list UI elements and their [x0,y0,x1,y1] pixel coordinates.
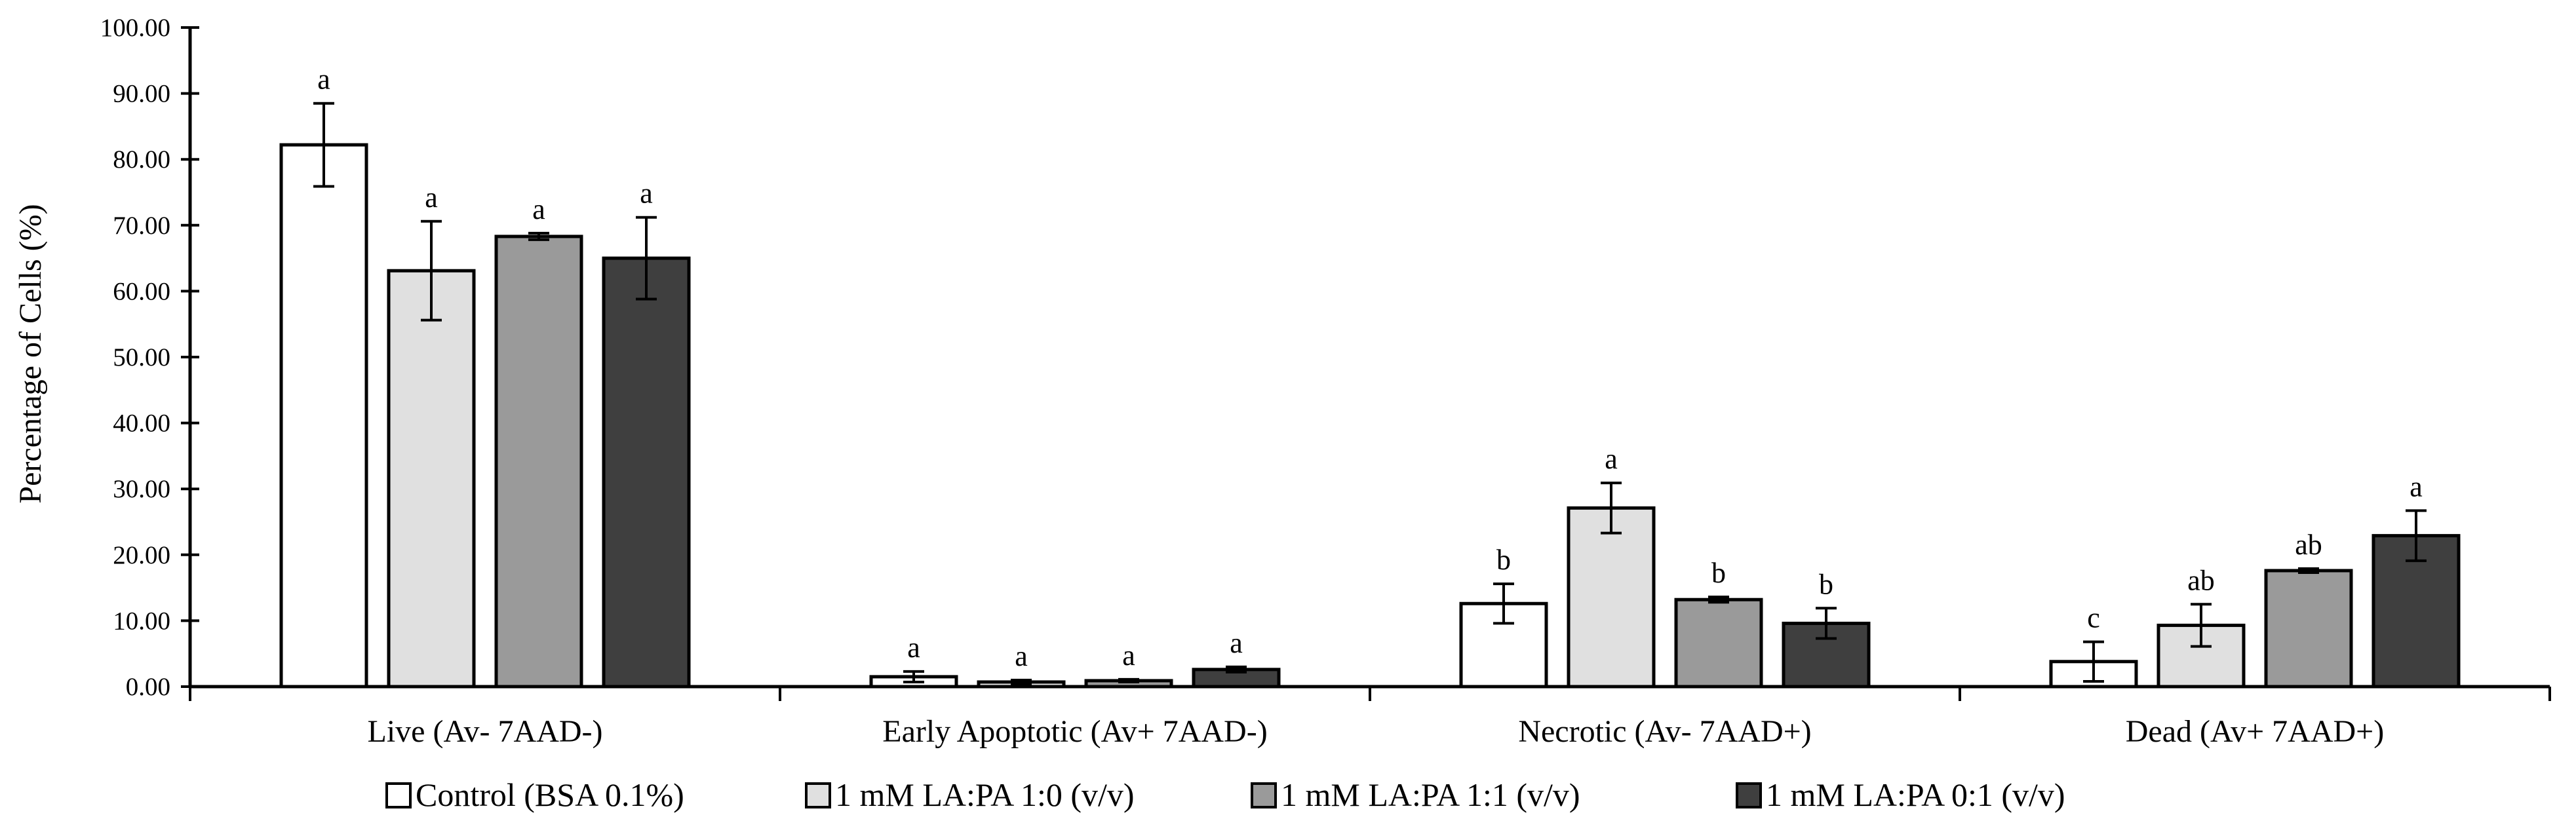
y-tick-label: 70.00 [113,212,170,240]
bar [2264,569,2353,689]
bar [1674,598,1763,689]
legend-swatch [805,782,831,808]
significance-letter: a [317,64,330,96]
legend-label: 1 mM LA:PA 1:1 (v/v) [1281,776,1580,813]
significance-letter: a [425,181,438,214]
y-tick-label: 80.00 [113,145,170,174]
significance-letter: ab [2187,564,2215,596]
x-category-label: Necrotic (Av- 7AAD+) [1518,714,1811,749]
y-tick-label: 50.00 [113,343,170,371]
significance-letter: ab [2295,529,2322,561]
significance-letter: c [2087,602,2100,634]
significance-letter: b [1819,568,1833,600]
y-tick-label: 30.00 [113,475,170,503]
legend: Control (BSA 0.1%) 1 mM LA:PA 1:0 (v/v) 1 … [385,776,2065,813]
y-tick-label: 60.00 [113,277,170,305]
x-category-label: Early Apoptotic (Av+ 7AAD-) [882,714,1267,749]
y-axis-label: Percentage of Cells (%) [13,204,48,503]
bar [387,269,476,689]
y-tick-label: 40.00 [113,409,170,438]
significance-letter: a [640,178,653,210]
significance-letter: b [1496,544,1511,576]
bar [279,143,368,689]
x-category-label: Live (Av- 7AAD-) [368,714,603,749]
significance-letter: a [2410,470,2423,503]
legend-swatch [1251,782,1277,808]
bar [1567,506,1656,689]
significance-letter: a [1230,627,1243,659]
legend-swatch [1736,782,1762,808]
y-tick-label: 100.00 [100,14,170,42]
y-tick-label: 0.00 [126,673,170,701]
significance-letter: b [1711,557,1726,589]
bar [494,235,583,689]
y-tick-label: 20.00 [113,541,170,569]
significance-letter: a [1605,443,1618,475]
bar [602,256,691,689]
significance-letter: a [532,193,545,225]
y-tick-label: 10.00 [113,607,170,635]
legend-swatch [385,782,412,808]
significance-letter: a [1122,639,1135,672]
y-tick-label: 90.00 [113,80,170,108]
legend-label: 1 mM LA:PA 0:1 (v/v) [1766,776,2065,813]
legend-label: 1 mM LA:PA 1:0 (v/v) [835,776,1135,813]
significance-letter: a [907,632,920,664]
x-category-label: Dead (Av+ 7AAD+) [2126,714,2384,749]
axes: 0.00 10.00 20.00 30.00 40.00 50.00 60.00 70.00 8… [100,14,2551,749]
significance-letter: a [1015,640,1028,672]
legend-label: Control (BSA 0.1%) [416,776,684,813]
